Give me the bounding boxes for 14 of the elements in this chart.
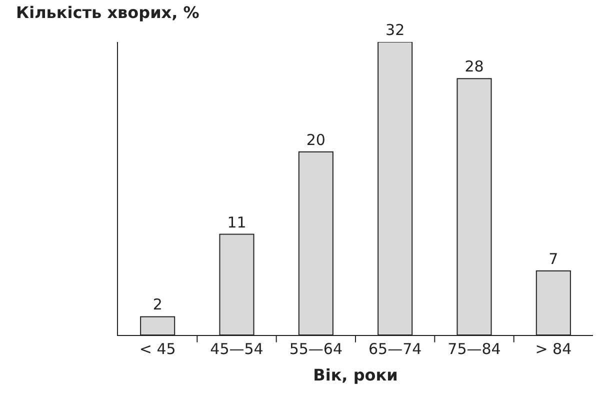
data-label: 20 — [306, 130, 326, 149]
x-tick-label: 45—54 — [210, 340, 264, 358]
x-tick-label: < 45 — [139, 340, 176, 358]
y-axis-title: Кількість хворих, % — [16, 3, 200, 22]
x-tick-label: > 84 — [535, 340, 572, 358]
data-label: 28 — [464, 58, 484, 76]
data-label: 11 — [227, 213, 246, 232]
x-axis-title: Вік, роки — [313, 366, 398, 385]
x-tick-label: 55—64 — [289, 340, 343, 358]
data-label: 32 — [386, 21, 405, 39]
data-label: 2 — [152, 296, 162, 314]
x-tick-label: 65—74 — [368, 340, 422, 358]
data-label: 7 — [548, 250, 558, 268]
x-tick-label: 75—84 — [448, 340, 501, 358]
